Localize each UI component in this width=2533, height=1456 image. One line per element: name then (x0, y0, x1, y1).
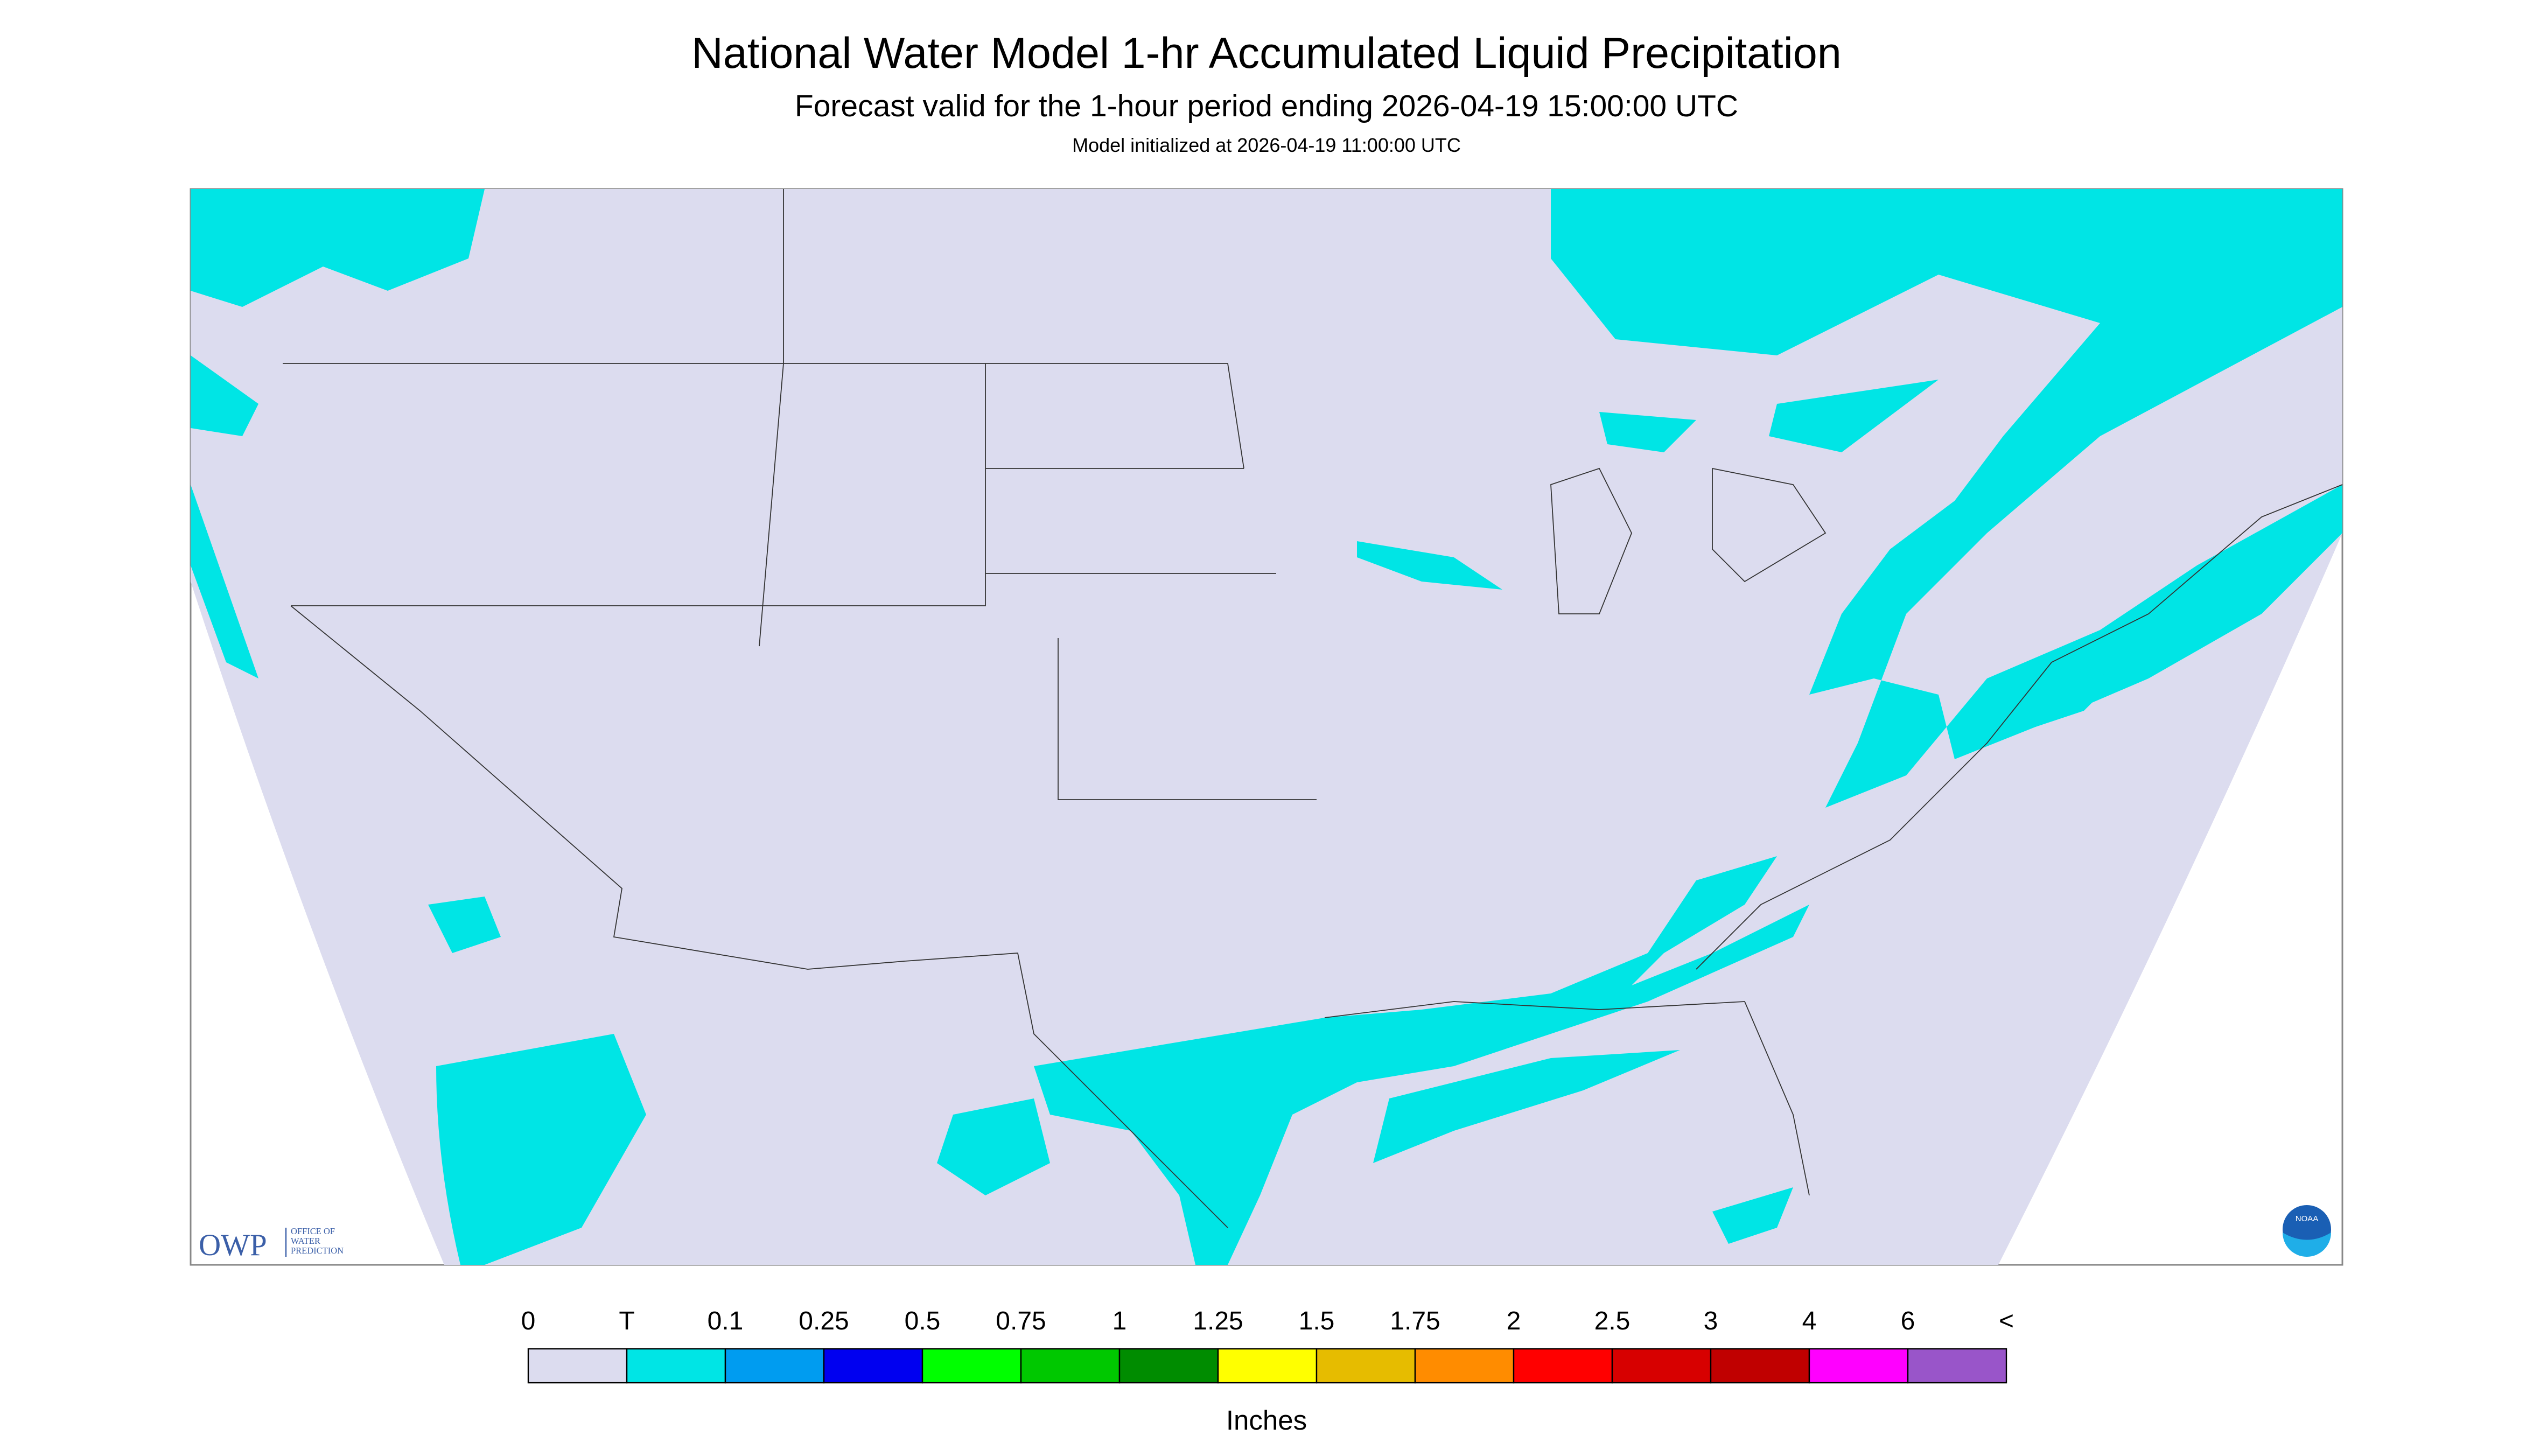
noaa-logo: NOAA (2283, 1205, 2331, 1257)
domain (191, 189, 2342, 1265)
colorbar-label: 1.75 (1390, 1307, 1440, 1335)
colorbar-label: 2 (1507, 1307, 1521, 1335)
colorbar-swatch (1414, 1348, 1515, 1384)
colorbar-swatch (1118, 1348, 1219, 1384)
colorbar-swatch (1513, 1348, 1613, 1384)
colorbar-label: 1 (1112, 1307, 1127, 1335)
colorbar-unit: Inches (1226, 1405, 1307, 1436)
colorbar-label: 1.25 (1193, 1307, 1243, 1335)
colorbar-swatch (823, 1348, 923, 1384)
noaa-text: NOAA (2296, 1214, 2319, 1223)
init-time: Model initialized at 2026-04-19 11:00:00… (1072, 134, 1461, 156)
colorbar-label: < (1999, 1307, 2014, 1335)
colorbar-swatch (527, 1348, 628, 1384)
colorbar-swatch (1710, 1348, 1810, 1384)
colorbar-swatch (921, 1348, 1022, 1384)
colorbar-label: 0 (521, 1307, 536, 1335)
colorbar-label: 0.1 (708, 1307, 744, 1335)
colorbar: 0 T 0.1 0.25 0.5 0.75 1 1.25 1.5 1.75 2 2.5 3 4 6 < (521, 1307, 2014, 1384)
owp-text: WATER (291, 1236, 320, 1246)
title: National Water Model 1-hr Accumulated Li… (691, 29, 1842, 78)
colorbar-swatch (1907, 1348, 2007, 1384)
colorbar-label: 4 (1802, 1307, 1817, 1335)
colorbar-label: 0.5 (905, 1307, 941, 1335)
colorbar-label: 1.5 (1299, 1307, 1335, 1335)
owp-text: OFFICE OF (291, 1226, 335, 1236)
colorbar-label: 2.5 (1594, 1307, 1631, 1335)
colorbar-swatch (1808, 1348, 1909, 1384)
map: OWP OFFICE OF WATER PREDICTION NOAA (190, 188, 2343, 1266)
noaa-wave (2283, 1233, 2331, 1257)
owp-logo: OWP OFFICE OF WATER PREDICTION (199, 1226, 344, 1262)
colorbar-swatch (626, 1348, 726, 1384)
colorbar-label: 6 (1901, 1307, 1915, 1335)
colorbar-swatch (724, 1348, 825, 1384)
colorbar-swatch (1020, 1348, 1121, 1384)
colorbar-label: 0.25 (799, 1307, 849, 1335)
colorbar-label: 3 (1704, 1307, 1718, 1335)
subtitle: Forecast valid for the 1-hour period end… (795, 89, 1738, 123)
colorbar-swatch (1316, 1348, 1416, 1384)
owp-text: PREDICTION (291, 1245, 344, 1256)
colorbar-swatch (1611, 1348, 1712, 1384)
owp-mark: OWP (199, 1228, 267, 1262)
colorbar-swatch (1217, 1348, 1318, 1384)
precip-areas (191, 189, 2342, 1265)
boundaries (283, 189, 2343, 1228)
colorbar-label: T (619, 1307, 634, 1335)
colorbar-label: 0.75 (996, 1307, 1046, 1335)
